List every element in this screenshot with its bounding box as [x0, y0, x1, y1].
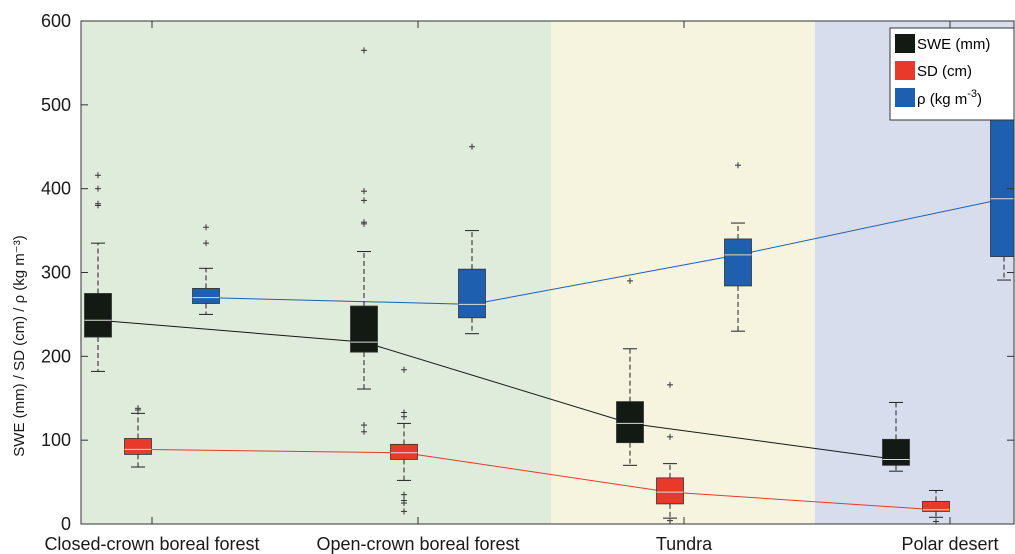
outlier [203, 240, 209, 247]
box-body [458, 268, 486, 319]
outlier [361, 422, 367, 429]
outlier [95, 185, 101, 192]
outlier [95, 200, 101, 207]
box-1-0 [124, 405, 152, 468]
outlier [135, 405, 141, 412]
median-lines [97, 198, 1005, 511]
box-body [922, 500, 950, 512]
median-line-1 [137, 448, 937, 511]
y-tick-label: 0 [61, 514, 71, 534]
y-axis-label: SWE (mm) / SD (cm) / ρ (kg m⁻³) [11, 235, 28, 456]
legend-swatch-sd [895, 61, 915, 80]
category-label: Tundra [656, 534, 713, 554]
category-label: Open-crown boreal forest [316, 534, 519, 554]
box-2-0 [192, 224, 220, 315]
outlier [361, 188, 367, 195]
category-label: Closed-crown boreal forest [44, 534, 259, 554]
box-body [84, 293, 112, 338]
outlier [95, 172, 101, 179]
axes: 0 100 200 300 400 500 600 Closed-crown boreal f… [41, 11, 1015, 554]
outlier [361, 197, 367, 204]
box-body [616, 401, 644, 444]
category-backgrounds [81, 21, 1014, 524]
category-label: Polar desert [901, 534, 998, 554]
legend-swatch-rho [895, 88, 915, 107]
outlier [667, 517, 673, 524]
box-body [656, 477, 684, 505]
y-tick-label: 600 [41, 11, 71, 31]
outlier [933, 518, 939, 525]
legend-label-rho-exp: -3 [967, 88, 977, 100]
y-tick-label: 500 [41, 95, 71, 115]
y-tick-label: 300 [41, 263, 71, 283]
legend-label-swe: SWE (mm) [917, 36, 990, 53]
box-plots [84, 47, 1015, 525]
outlier [361, 219, 367, 226]
box-body [124, 438, 152, 455]
median-line-2 [205, 198, 1005, 305]
box-2-3 [990, 104, 1015, 281]
legend-label-rho-close: ) [977, 91, 982, 108]
median-line-0 [97, 319, 897, 460]
outlier [735, 162, 741, 169]
box-body [350, 305, 378, 353]
y-tick-label: 200 [41, 346, 71, 366]
legend-swatch-swe [895, 34, 915, 53]
box-1-3 [922, 489, 950, 525]
outlier [667, 381, 673, 388]
box-body [192, 288, 220, 304]
legend-label-rho-text: ρ (kg m [917, 91, 967, 108]
box-0-0 [84, 172, 112, 372]
outlier [361, 47, 367, 54]
box-body [390, 443, 418, 460]
box-0-2 [616, 277, 644, 466]
outlier [469, 143, 475, 150]
outlier [627, 277, 633, 284]
box-1-1 [390, 366, 418, 515]
box-body [724, 238, 752, 287]
box-2-2 [724, 162, 752, 332]
box-2-1 [458, 143, 486, 335]
outlier [667, 433, 673, 440]
outlier [401, 366, 407, 373]
outlier [401, 491, 407, 498]
y-tick-label: 400 [41, 179, 71, 199]
outlier [401, 500, 407, 507]
box-body [990, 104, 1015, 257]
box-1-2 [656, 381, 684, 524]
outlier [401, 508, 407, 515]
outlier [361, 428, 367, 435]
background-tundra [551, 21, 815, 524]
box-0-3 [882, 401, 910, 472]
legend-label-rho: ρ (kg m-3) [917, 88, 982, 108]
legend-label-sd: SD (cm) [917, 63, 972, 80]
outlier [203, 224, 209, 231]
legend: SWE (mm) SD (cm) ρ (kg m-3) [889, 27, 1015, 121]
outlier [401, 413, 407, 420]
y-tick-label: 100 [41, 430, 71, 450]
box-0-1 [350, 47, 378, 435]
box-body [882, 438, 910, 466]
